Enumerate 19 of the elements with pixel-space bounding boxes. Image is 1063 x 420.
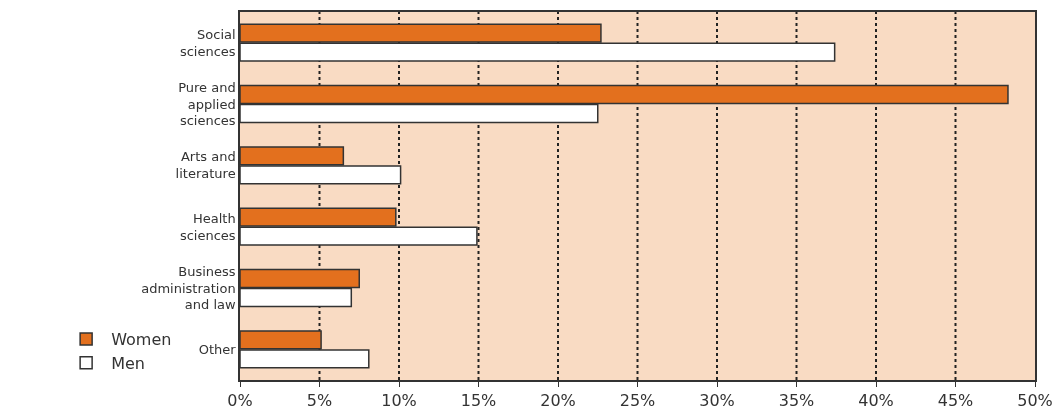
y-tick-label: Arts and literature — [175, 149, 236, 182]
x-tick-label: 40% — [858, 390, 894, 410]
x-tick-label: 5% — [306, 390, 333, 410]
legend-label: Women — [111, 330, 172, 350]
x-tick-label: 45% — [937, 390, 974, 410]
x-tick-label: 50% — [1017, 390, 1053, 410]
x-tick-label: 35% — [778, 390, 815, 410]
x-tick-label: 0% — [227, 390, 253, 410]
x-tick-label: 25% — [619, 390, 656, 410]
x-tick-label: 30% — [699, 390, 735, 410]
y-tick-label: Other — [198, 341, 237, 357]
y-tick-label: Business administration and law — [141, 263, 237, 313]
y-tick-label: Pure and applied sciences — [178, 79, 236, 129]
y-tick-label: Health sciences — [179, 210, 236, 243]
x-tick-label: 15% — [460, 390, 497, 410]
legend-label: Men — [111, 353, 145, 373]
x-tick-label: 10% — [381, 390, 417, 410]
x-tick-label: 20% — [540, 390, 576, 410]
y-tick-label: Social sciences — [179, 26, 236, 59]
